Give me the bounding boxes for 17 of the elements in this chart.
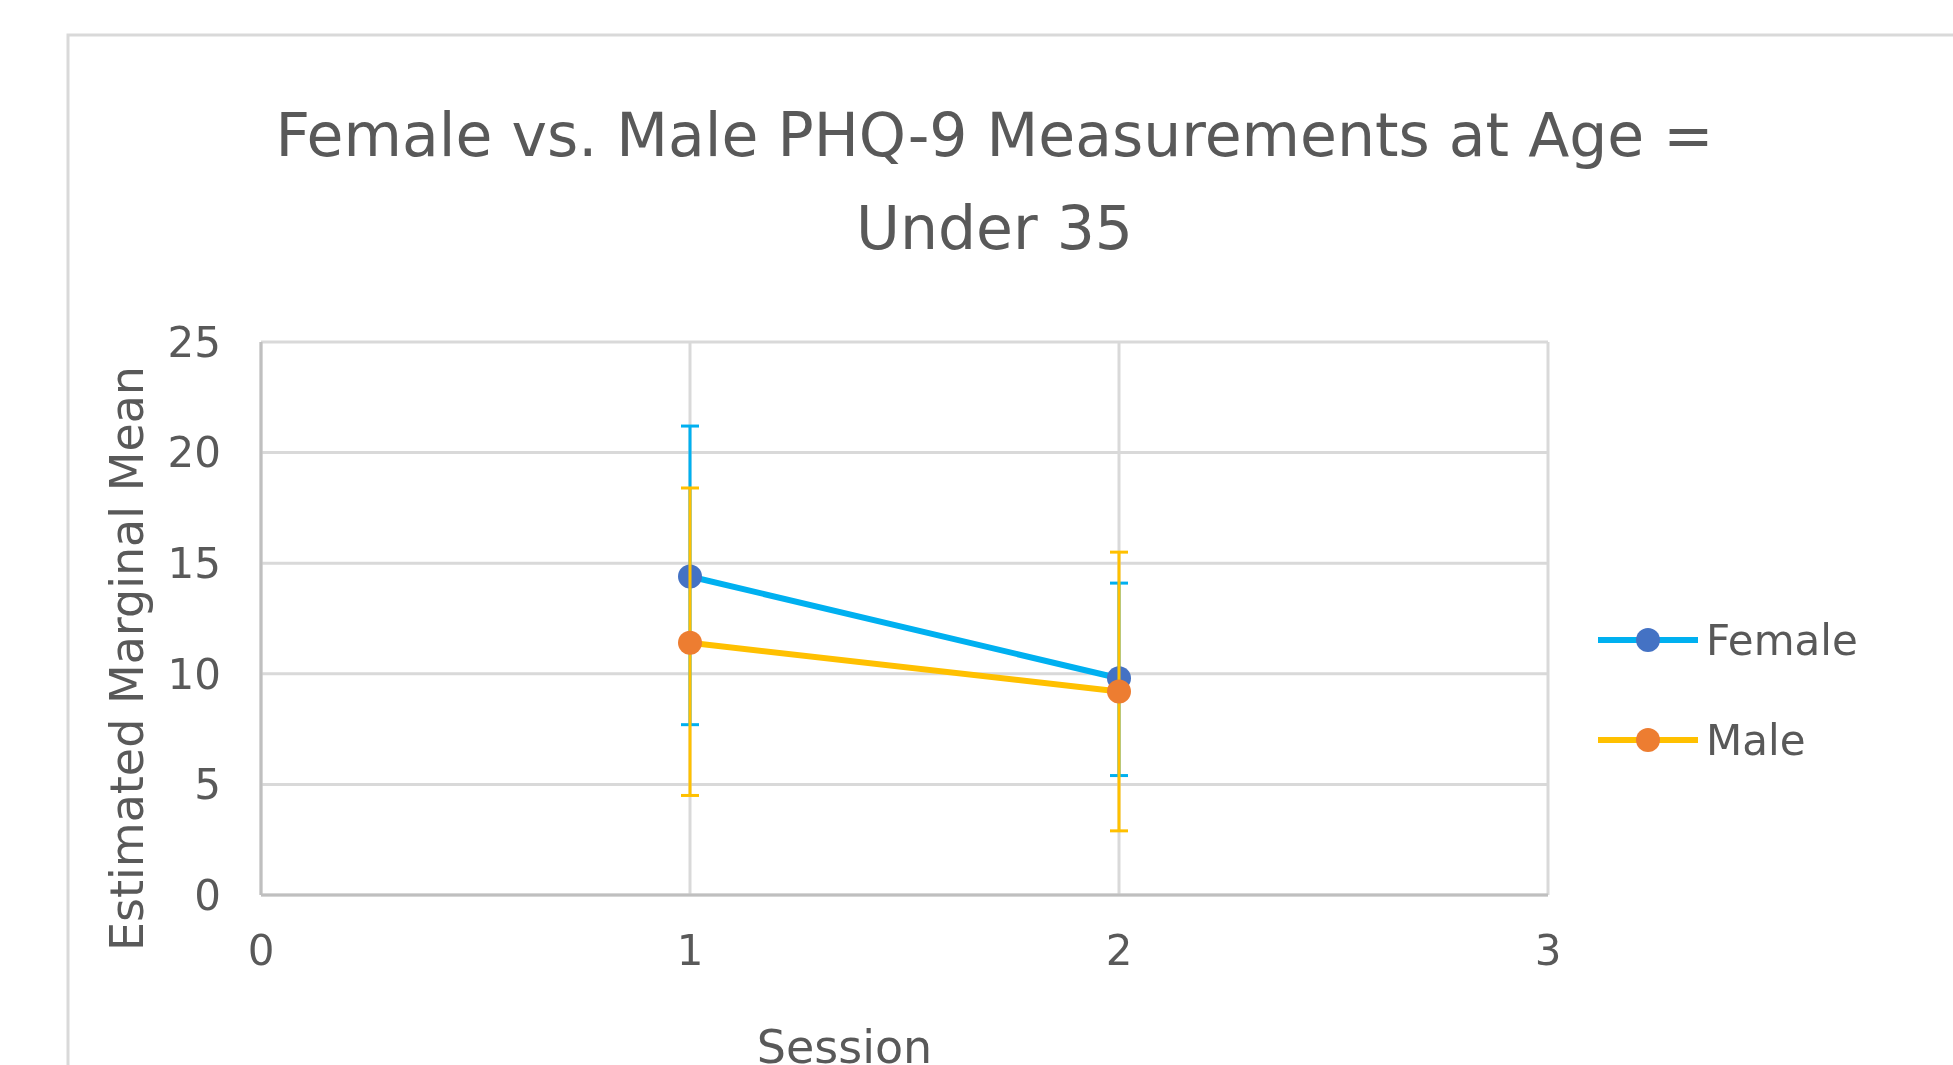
x-tick-label: 0 xyxy=(247,926,275,975)
y-tick-label: 5 xyxy=(194,760,221,810)
x-axis-title: Session xyxy=(756,1020,933,1065)
point xyxy=(678,630,702,655)
x-tick-label: 3 xyxy=(1534,926,1562,975)
y-tick-label: 25 xyxy=(167,317,221,367)
legend-label: Male xyxy=(1706,715,1806,765)
x-tick-label: 1 xyxy=(676,926,704,975)
x-tick-label: 2 xyxy=(1105,926,1133,975)
point xyxy=(1107,679,1131,704)
legend-label: Female xyxy=(1706,615,1858,665)
y-tick-label: 20 xyxy=(167,428,221,478)
y-tick-label: 0 xyxy=(194,870,221,920)
y-axis-title: Estimated Marginal Mean xyxy=(100,365,154,952)
y-tick-label: 15 xyxy=(167,538,221,588)
chart-title: Female vs. Male PHQ-9 Measurements at Age = Under 35 xyxy=(275,100,1714,263)
y-tick-label: 10 xyxy=(167,649,221,699)
